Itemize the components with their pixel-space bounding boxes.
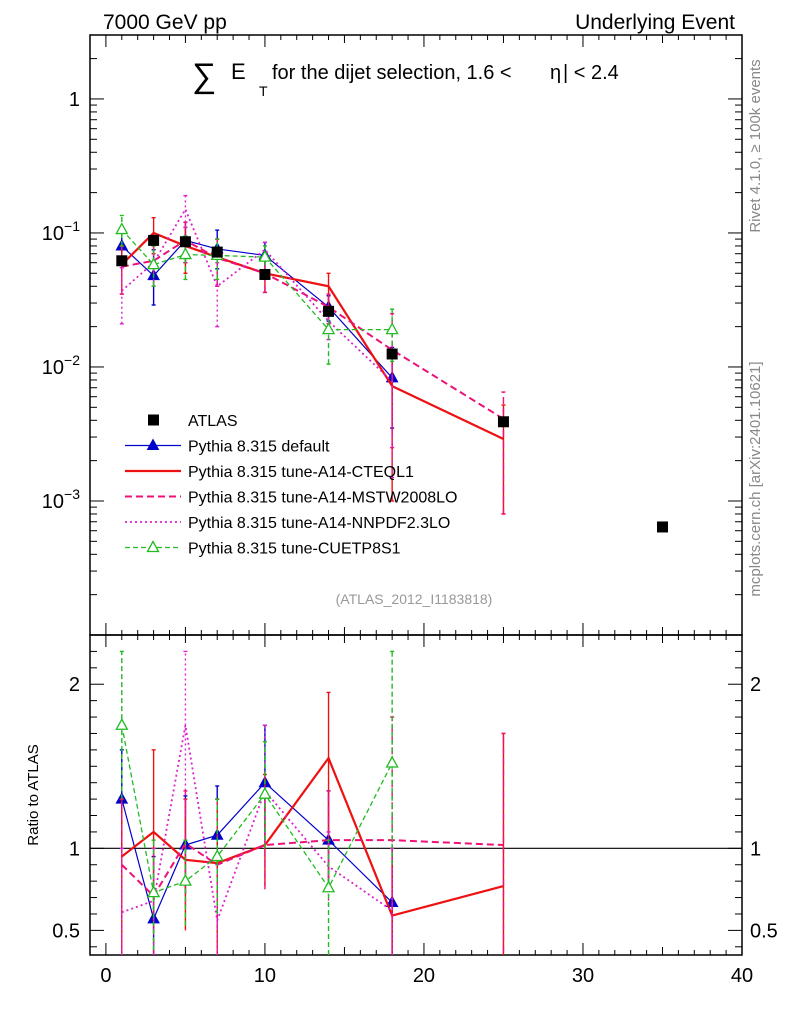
analysis-id-label: (ATLAS_2012_I1183818) — [336, 591, 493, 607]
ratio-panel: 0 10 20 30 40 2 2 1 1 0.5 0.5 — [52, 634, 778, 987]
title-quantity: E — [231, 59, 246, 84]
x-tick-label: 10 — [254, 965, 276, 987]
legend-label: Pythia 8.315 default — [188, 439, 330, 456]
ratio-line — [121, 725, 393, 894]
data-points — [116, 234, 668, 533]
data-point — [259, 268, 271, 280]
ratio-point — [258, 786, 272, 799]
ratio-series-2 — [119, 716, 506, 955]
y-tick-label: 10−3 — [42, 486, 80, 513]
data-point — [323, 305, 335, 317]
ratio-tick-label-left: 1 — [69, 838, 80, 860]
series-3 — [119, 194, 395, 479]
ratio-tick-label-left: 2 — [69, 674, 80, 696]
series-line — [121, 239, 393, 379]
ratio-axis-label: Ratio to ATLAS — [25, 744, 42, 845]
x-tick-label: 20 — [413, 965, 435, 987]
legend: ATLAS Pythia 8.315 default Pythia 8.315 tu… — [125, 413, 457, 558]
legend-label: Pythia 8.315 tune-A14-CTEQL1 — [188, 464, 414, 481]
title-text: for the dijet selection, 1.6 < — [272, 62, 512, 84]
series-point — [385, 322, 399, 335]
title-end: | < 2.4 — [563, 62, 619, 84]
y-tick-exponent: −1 — [64, 218, 80, 234]
data-point — [497, 416, 509, 428]
ratio-line — [121, 725, 393, 925]
ratio-tick-label-right: 2 — [750, 674, 761, 696]
legend-marker — [146, 540, 160, 553]
header-left: 7000 GeV pp — [103, 11, 227, 34]
title-sum-symbol: ∑ — [192, 57, 216, 95]
y-tick-label: 10−2 — [42, 352, 80, 379]
legend-entry-data: ATLAS — [148, 413, 238, 430]
series-line — [121, 229, 393, 331]
y-tick-label: 1 — [69, 89, 80, 111]
ratio-line — [121, 839, 504, 898]
ratio-series-1 — [119, 691, 506, 955]
legend-entry-0: Pythia 8.315 default — [125, 438, 330, 456]
data-point — [148, 234, 160, 246]
ratio-series-3 — [119, 650, 395, 955]
main-panel: 110−110−210−3 — [42, 34, 743, 955]
legend-label: Pythia 8.315 tune-A14-MSTW2008LO — [188, 490, 457, 507]
plot-title: ∑ E T for the dijet selection, 1.6 < η |… — [192, 57, 619, 99]
legend-label: Pythia 8.315 tune-A14-NNPDF2.3LO — [188, 515, 450, 532]
y-tick-base: 10 — [42, 491, 64, 513]
ratio-line — [121, 755, 504, 917]
series-point — [321, 322, 336, 335]
ratio-frame — [89, 634, 743, 956]
data-point — [179, 236, 191, 248]
ratio-series-4 — [115, 650, 399, 955]
series-0 — [115, 221, 399, 429]
ratio-tick-label-right: 0.5 — [750, 920, 778, 942]
y-tick-label: 10−1 — [42, 218, 80, 245]
x-tick-label: 0 — [100, 965, 111, 987]
ratio-tick-label-left: 0.5 — [52, 920, 80, 942]
data-point — [656, 521, 668, 533]
ratio-point — [385, 755, 399, 768]
ratio-point — [178, 873, 193, 886]
data-point — [116, 255, 128, 267]
x-tick-label: 40 — [731, 965, 753, 987]
ratio-series-group — [115, 650, 506, 955]
title-eta: η — [550, 62, 561, 84]
rivet-version-label: Rivet 4.1.0, ≥ 100k events — [747, 59, 764, 232]
legend-label: ATLAS — [188, 413, 238, 430]
title-subscript: T — [259, 83, 268, 99]
mcplots-label: mcplots.cern.ch [arXiv:2401.10621] — [747, 361, 764, 596]
data-point — [211, 246, 223, 258]
legend-entry-2: Pythia 8.315 tune-A14-MSTW2008LO — [125, 490, 457, 507]
x-tick-label: 30 — [572, 965, 594, 987]
ratio-point — [210, 849, 224, 862]
legend-marker — [146, 438, 160, 450]
legend-data-marker — [148, 414, 159, 426]
y-tick-base: 10 — [42, 223, 64, 245]
series-point — [147, 257, 161, 270]
ratio-point — [321, 880, 336, 893]
ratio-point — [115, 717, 129, 730]
series-point — [178, 247, 193, 260]
header-right: Underlying Event — [575, 11, 735, 34]
data-point — [386, 348, 398, 360]
legend-entry-1: Pythia 8.315 tune-A14-CTEQL1 — [125, 464, 414, 481]
legend-label: Pythia 8.315 tune-CUETP8S1 — [188, 541, 401, 558]
series-line — [121, 239, 504, 420]
series-point — [258, 249, 272, 262]
ratio-tick-label-right: 1 — [750, 838, 761, 860]
series-line — [121, 207, 393, 383]
series-line — [121, 231, 504, 441]
ratio-line — [121, 781, 393, 921]
series-point — [115, 222, 129, 235]
y-tick-base: 10 — [42, 357, 64, 379]
y-tick-exponent: −3 — [64, 486, 80, 502]
legend-entry-4: Pythia 8.315 tune-CUETP8S1 — [125, 540, 401, 558]
ratio-point — [147, 885, 161, 898]
y-tick-exponent: −2 — [64, 352, 80, 368]
legend-entry-3: Pythia 8.315 tune-A14-NNPDF2.3LO — [125, 515, 450, 532]
